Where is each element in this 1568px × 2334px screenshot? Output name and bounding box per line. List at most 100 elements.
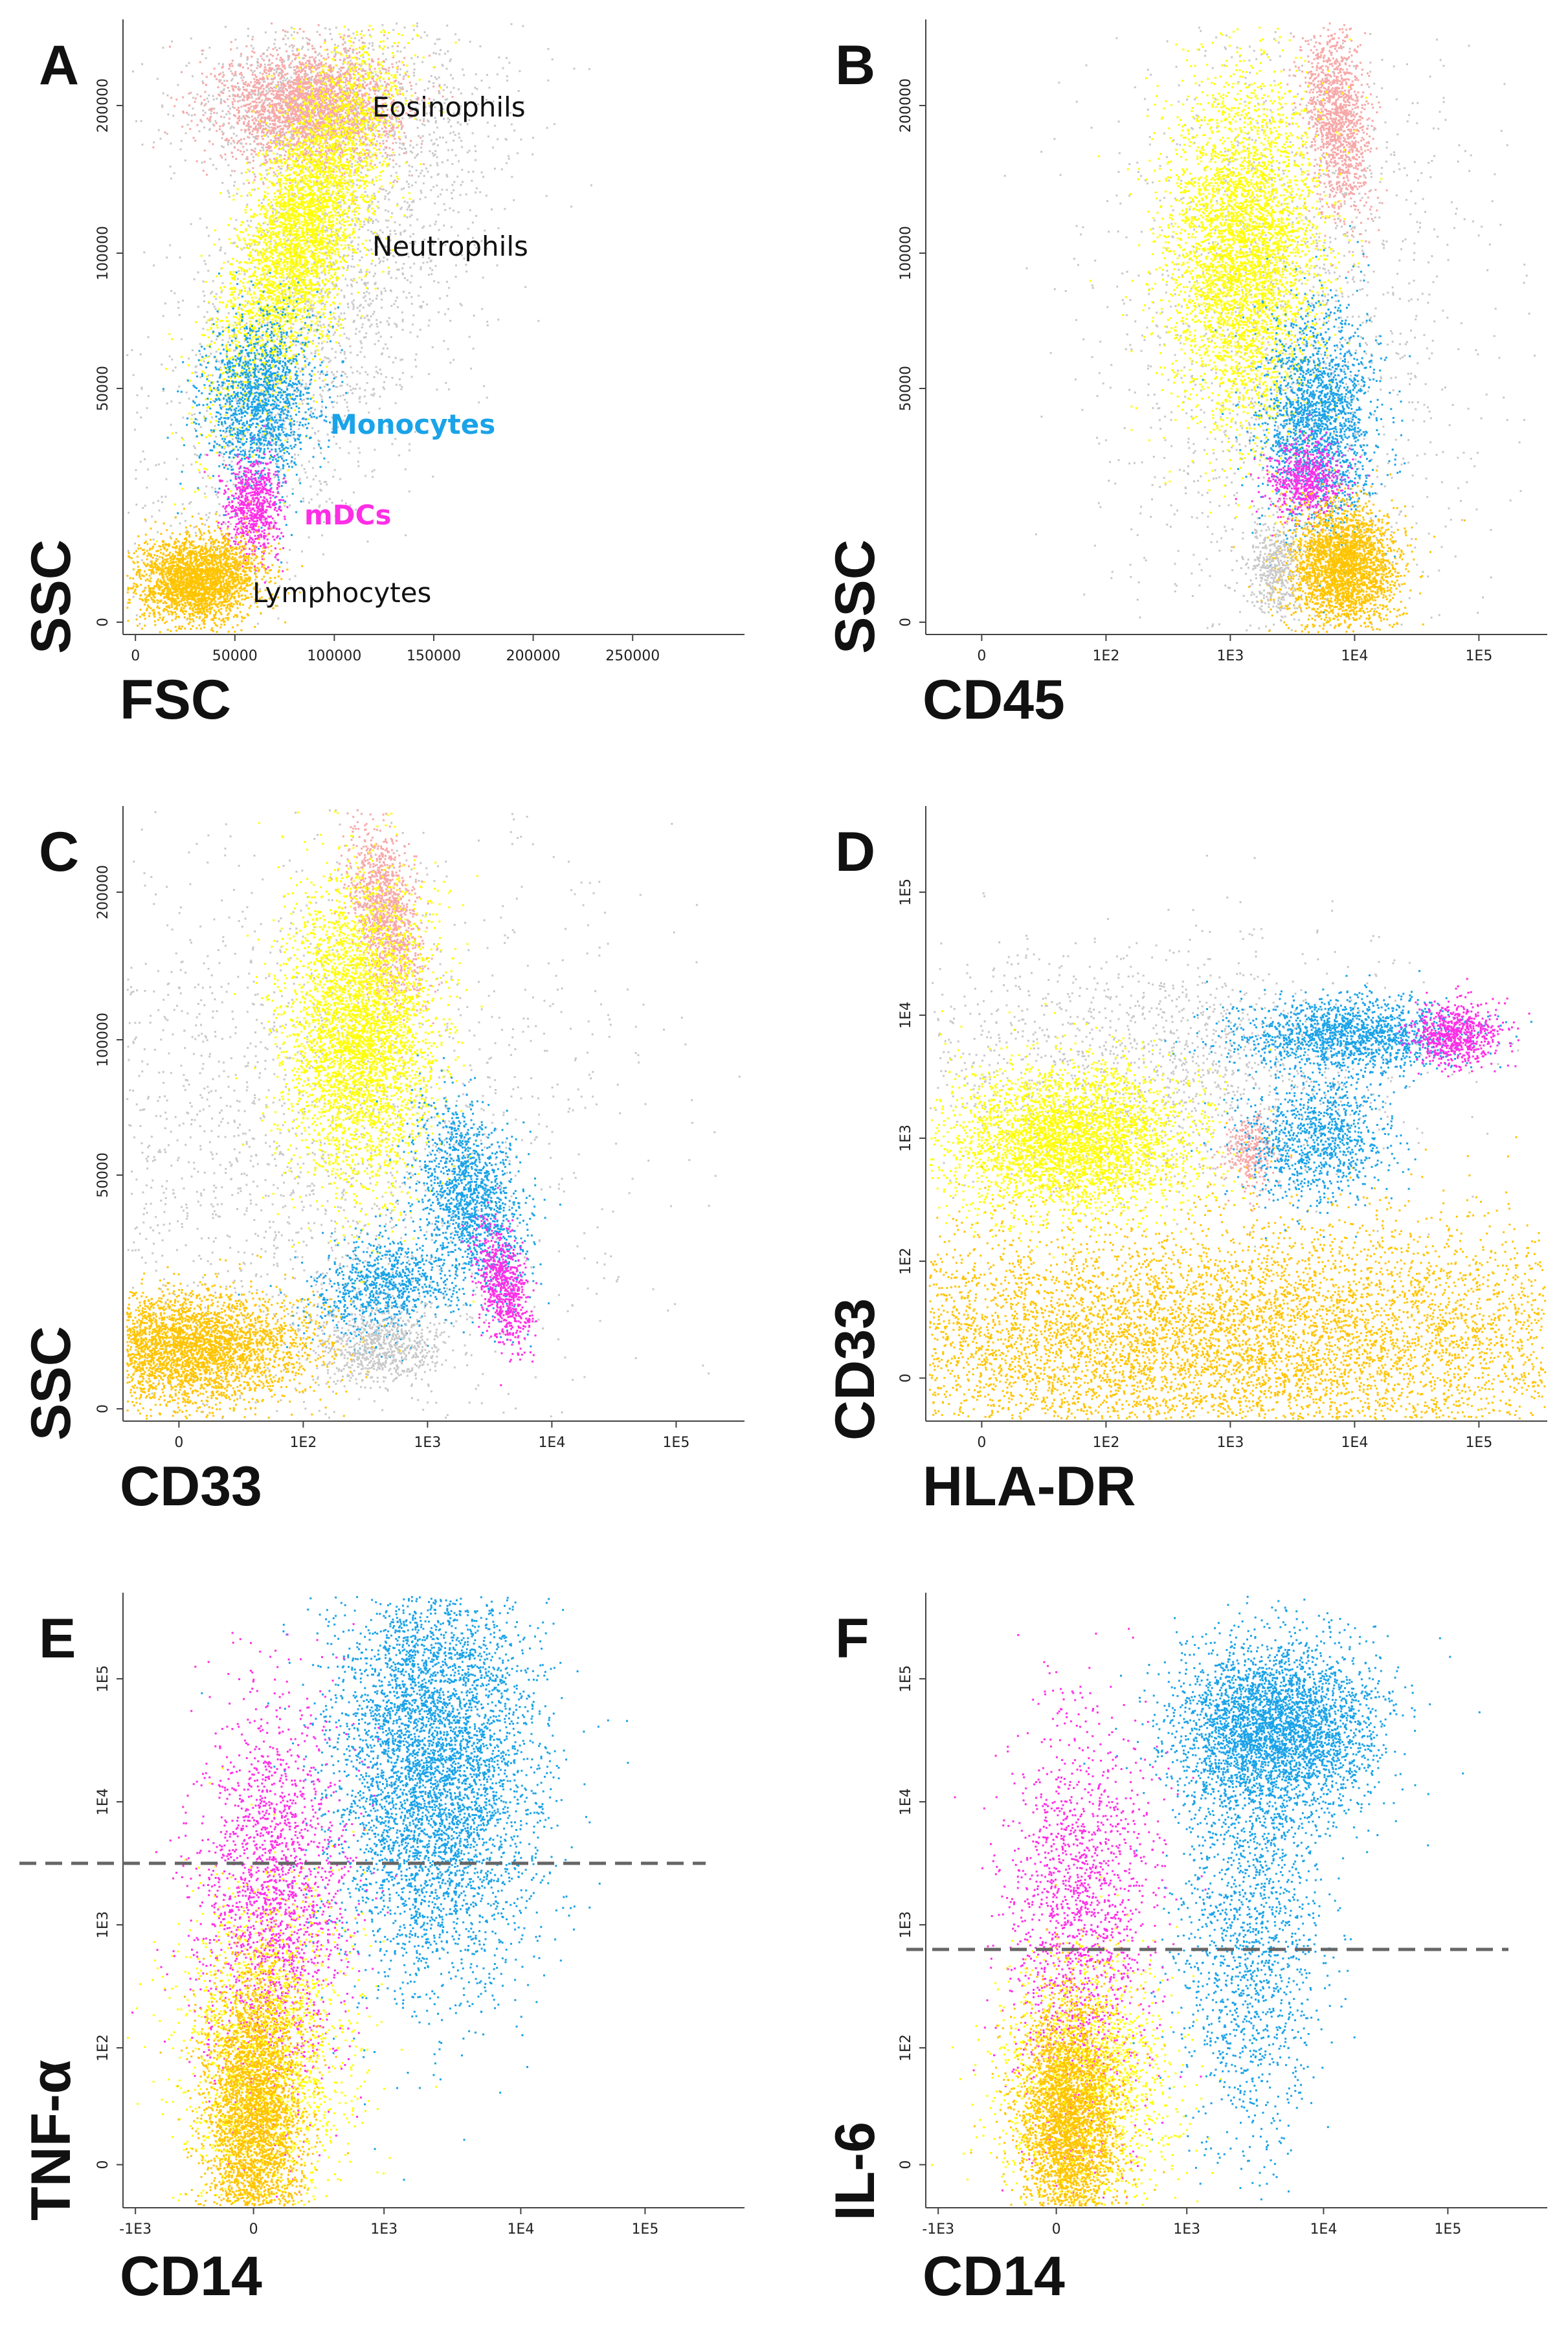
- population-neutrophils: [931, 1876, 1222, 2206]
- x-tick-label: 1E5: [1434, 2221, 1461, 2238]
- population-lymphocytes: [928, 1122, 1547, 1420]
- y-tick-label: 1E3: [898, 1911, 914, 1938]
- population-annotation: Eosinophils: [372, 91, 526, 123]
- y-tick-label: 1E5: [898, 1665, 914, 1692]
- population-dots: [1202, 225, 1411, 614]
- y-axis-label: SSC: [20, 539, 82, 654]
- x-tick-label: 150000: [407, 648, 461, 664]
- x-axis-label: CD45: [923, 669, 1065, 731]
- population-dots: [203, 425, 289, 584]
- x-axis-label: CD14: [120, 2245, 262, 2307]
- panel-f: -1E3 0 1E3 1E4 1E5 0 1E2 1E3 1E4 1E5 F CD14 IL-6: [824, 1593, 1547, 2307]
- population-dots: [1233, 469, 1466, 633]
- scatter-points: [931, 1595, 1481, 2207]
- x-tick-label: -1E3: [119, 2221, 151, 2238]
- y-tick-label: 0: [95, 2160, 111, 2170]
- x-tick-label: 1E4: [1341, 648, 1368, 664]
- x-tick-label: 200000: [506, 648, 561, 664]
- panel-a: 0 50000 100000 150000 200000 250000 0 50000 1000…: [20, 19, 745, 731]
- population-eosinophils: [1209, 1110, 1292, 1212]
- population-dots: [132, 22, 524, 234]
- y-axis-label: TNF-α: [20, 2059, 82, 2221]
- population-dots: [152, 22, 454, 206]
- population-monocytes: [1083, 1595, 1481, 1872]
- population-neutrophils: [126, 1767, 438, 2206]
- x-tick-label: 1E3: [414, 1435, 441, 1451]
- y-tick-label: 0: [898, 2160, 914, 2170]
- y-tick-label: 1E5: [898, 879, 914, 906]
- x-tick-label: 1E3: [1173, 2221, 1200, 2238]
- population-dots: [126, 1255, 401, 1420]
- population-dots: [954, 1628, 1207, 2199]
- x-tick-label: 1E2: [1092, 1435, 1119, 1451]
- panel-e: -1E3 0 1E3 1E4 1E5 0 1E2 1E3 1E4 1E5 E CD14 TNF-α: [19, 1593, 745, 2307]
- y-tick-label: 100000: [95, 1013, 111, 1067]
- panel-d: 0 1E2 1E3 1E4 1E5 0 1E2 1E3 1E4 1E5 D HLA-DR CD33: [824, 806, 1547, 1518]
- x-tick-label: 0: [174, 1435, 183, 1451]
- y-tick-label: 200000: [95, 78, 111, 133]
- population-dots: [1398, 978, 1530, 1077]
- y-tick-label: 50000: [898, 366, 914, 411]
- scatter-points: [126, 809, 741, 1420]
- population-dots: [1083, 1595, 1481, 1872]
- x-tick-label: 1E4: [507, 2221, 534, 2238]
- x-tick-label: -1E3: [922, 2221, 954, 2238]
- population-annotation: Monocytes: [330, 409, 495, 440]
- population-neutrophils: [155, 25, 457, 543]
- y-tick-label: 1E2: [898, 1248, 914, 1275]
- population-monocytes: [238, 1209, 503, 1362]
- x-tick-label: 50000: [212, 648, 258, 664]
- population-dots: [238, 1209, 503, 1362]
- scatter-points: [126, 22, 592, 633]
- y-tick-label: 1E2: [898, 2034, 914, 2061]
- y-tick-label: 0: [898, 1374, 914, 1383]
- population-annotation: Lymphocytes: [252, 577, 431, 609]
- population-dots: [930, 1002, 1273, 1260]
- population-dots: [201, 1596, 629, 2181]
- x-tick-label: 1E2: [1092, 648, 1119, 664]
- scatter-points: [928, 855, 1547, 1420]
- population-lymphocytes: [126, 501, 304, 633]
- x-tick-label: 1E3: [1216, 1435, 1244, 1451]
- y-tick-label: 200000: [95, 865, 111, 919]
- x-tick-label: 0: [1052, 2221, 1061, 2238]
- population-other: [930, 855, 1519, 1301]
- panel-label: D: [835, 821, 875, 883]
- x-tick-label: 1E5: [662, 1435, 689, 1451]
- x-tick-label: 1E5: [1465, 1435, 1492, 1451]
- x-tick-label: 250000: [605, 648, 660, 664]
- x-tick-label: 1E5: [631, 2221, 658, 2238]
- population-annotation: Neutrophils: [372, 230, 528, 262]
- y-tick-label: 1E5: [95, 1665, 111, 1692]
- population-dots: [460, 1187, 537, 1386]
- population-mdcs: [203, 425, 289, 584]
- panel-label: F: [835, 1608, 869, 1670]
- x-tick-label: 1E2: [289, 1435, 317, 1451]
- scatter-points: [1003, 22, 1536, 633]
- x-axis-label: FSC: [120, 669, 231, 731]
- y-tick-label: 1E3: [898, 1125, 914, 1152]
- population-monocytes: [201, 1596, 629, 2181]
- x-tick-label: 0: [249, 2221, 258, 2238]
- y-tick-label: 0: [95, 1404, 111, 1413]
- population-monocytes: [1164, 970, 1532, 1098]
- x-tick-label: 1E4: [538, 1435, 565, 1451]
- scatter-points: [126, 1596, 629, 2206]
- panel-label: A: [39, 34, 79, 96]
- panel-b: 0 1E2 1E3 1E4 1E5 0 50000 100000 200000 B CD45 SSC: [824, 19, 1547, 731]
- y-tick-label: 1E4: [898, 1788, 914, 1815]
- panel-label: C: [39, 821, 79, 883]
- y-tick-label: 100000: [898, 226, 914, 280]
- y-tick-label: 50000: [95, 1152, 111, 1198]
- y-tick-label: 100000: [95, 226, 111, 280]
- population-lymphocytes: [159, 1872, 349, 2206]
- x-axis-label: CD14: [923, 2245, 1065, 2307]
- y-axis-label: CD33: [824, 1298, 886, 1441]
- x-tick-label: 0: [977, 648, 986, 664]
- x-tick-label: 0: [977, 1435, 986, 1451]
- population-mdcs: [460, 1187, 537, 1386]
- y-tick-label: 200000: [898, 78, 914, 133]
- population-dots: [931, 1876, 1222, 2206]
- population-lymphocytes: [1233, 469, 1466, 633]
- population-dots: [288, 1292, 471, 1411]
